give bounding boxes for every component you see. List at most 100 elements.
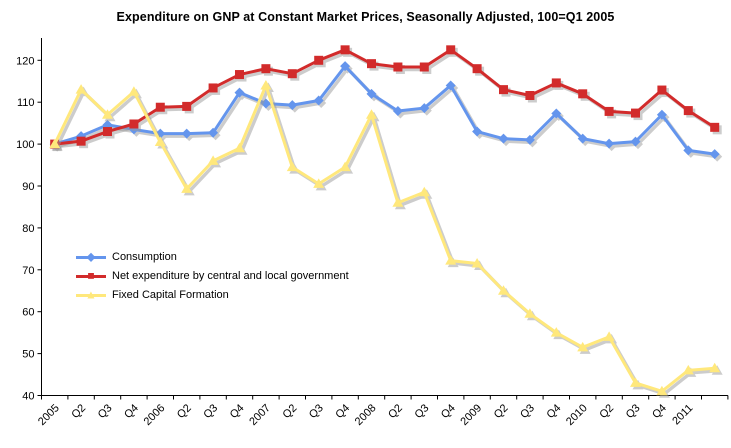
- triangle-marker: [128, 86, 140, 96]
- x-tick-label: Q3: [518, 402, 537, 421]
- triangle-marker: [418, 186, 430, 197]
- legend: ◆ Consumption ■ Net expenditure by centr…: [76, 247, 349, 304]
- x-tick-label: Q2: [597, 402, 616, 421]
- triangle-marker: [234, 142, 245, 153]
- diamond-icon: ◆: [86, 249, 96, 264]
- triangle-marker: [550, 327, 562, 337]
- square-marker: [287, 69, 297, 79]
- x-tick-label: Q4: [333, 402, 352, 421]
- series-consumption: [49, 61, 720, 160]
- diamond-marker: [392, 105, 403, 116]
- y-tick-label: 70: [22, 265, 34, 277]
- triangle-marker: [709, 362, 721, 373]
- diamond-marker: [551, 108, 562, 119]
- x-tick-label: 2005: [36, 402, 62, 428]
- triangle-marker: [445, 255, 457, 265]
- diamond-marker: [498, 133, 509, 144]
- x-tick-label: Q4: [228, 402, 247, 421]
- diamond-marker: [102, 119, 113, 130]
- square-marker: [208, 83, 218, 93]
- square-marker: [367, 59, 376, 69]
- government-swatch: ■: [76, 269, 106, 283]
- triangle-marker: [577, 341, 589, 352]
- square-marker: [631, 108, 640, 118]
- diamond-marker: [630, 136, 641, 147]
- square-marker: [182, 101, 192, 111]
- square-icon: ■: [87, 268, 95, 283]
- triangle-marker: [603, 331, 615, 341]
- x-tick-label: 2011: [670, 402, 695, 427]
- legend-item-government: ■ Net expenditure by central and local g…: [76, 266, 349, 285]
- y-tick-label: 120: [16, 55, 34, 67]
- square-marker: [340, 45, 350, 55]
- diamond-marker: [313, 95, 324, 106]
- x-tick-label: Q3: [307, 402, 326, 421]
- diamond-marker: [709, 149, 720, 160]
- triangle-marker: [313, 178, 325, 188]
- triangle-marker: [524, 308, 536, 318]
- diamond-marker: [340, 61, 351, 72]
- diamond-marker: [208, 127, 219, 138]
- square-marker: [235, 70, 244, 80]
- x-tick-label: 2006: [142, 402, 168, 428]
- y-tick-label: 100: [16, 139, 34, 151]
- y-tick-label: 40: [22, 391, 34, 403]
- triangle-marker: [366, 109, 377, 119]
- square-marker: [103, 127, 112, 137]
- square-marker: [525, 90, 535, 100]
- x-tick-label: Q3: [413, 402, 432, 421]
- triangle-marker: [75, 84, 87, 94]
- x-tick-label: Q4: [439, 402, 458, 421]
- triangle-icon: ▲: [85, 287, 97, 302]
- square-marker: [710, 122, 720, 132]
- x-tick-label: Q2: [175, 402, 194, 421]
- triangle-marker: [630, 377, 641, 387]
- x-tick-label: Q4: [650, 402, 669, 421]
- triangle-marker: [286, 161, 298, 172]
- x-tick-label: Q3: [96, 402, 115, 421]
- x-tick-label: Q4: [122, 402, 141, 421]
- x-tick-label: Q2: [281, 402, 300, 421]
- series-line: [53, 83, 715, 393]
- square-marker: [393, 62, 403, 72]
- fixed-capital-swatch: ▲: [76, 288, 106, 302]
- square-marker: [261, 64, 271, 74]
- y-tick-label: 90: [22, 181, 34, 193]
- square-marker: [155, 102, 165, 112]
- diamond-marker: [683, 145, 694, 156]
- diamond-marker: [287, 100, 298, 111]
- x-tick-label: Q3: [624, 402, 643, 421]
- y-tick-label: 80: [22, 223, 34, 235]
- square-marker: [657, 85, 667, 95]
- square-marker: [314, 55, 324, 65]
- x-tick-label: 2010: [564, 402, 590, 428]
- square-marker: [446, 45, 456, 55]
- diamond-marker: [524, 134, 535, 145]
- y-tick-label: 50: [22, 349, 34, 361]
- legend-label: Fixed Capital Formation: [112, 288, 229, 301]
- line-sample: [76, 293, 106, 297]
- diamond-marker: [234, 87, 245, 98]
- diamond-marker: [577, 133, 588, 144]
- triangle-marker: [498, 285, 509, 295]
- square-marker: [76, 136, 86, 146]
- square-marker: [472, 64, 482, 74]
- line-sample: [76, 255, 106, 259]
- diamond-marker: [419, 103, 430, 114]
- x-tick-label: Q2: [492, 402, 511, 421]
- x-tick-label: Q4: [545, 402, 564, 421]
- square-marker: [578, 89, 588, 99]
- diamond-marker: [604, 138, 615, 149]
- series-fixed-capital-formation: [49, 79, 721, 396]
- x-tick-label: 2007: [247, 402, 273, 428]
- triangle-marker: [260, 79, 272, 90]
- x-tick-label: Q2: [69, 402, 88, 421]
- triangle-marker: [682, 364, 694, 375]
- triangle-marker: [49, 138, 61, 149]
- triangle-marker: [392, 197, 404, 207]
- triangle-marker: [181, 183, 193, 193]
- triangle-marker: [207, 155, 219, 165]
- y-tick-label: 60: [22, 307, 34, 319]
